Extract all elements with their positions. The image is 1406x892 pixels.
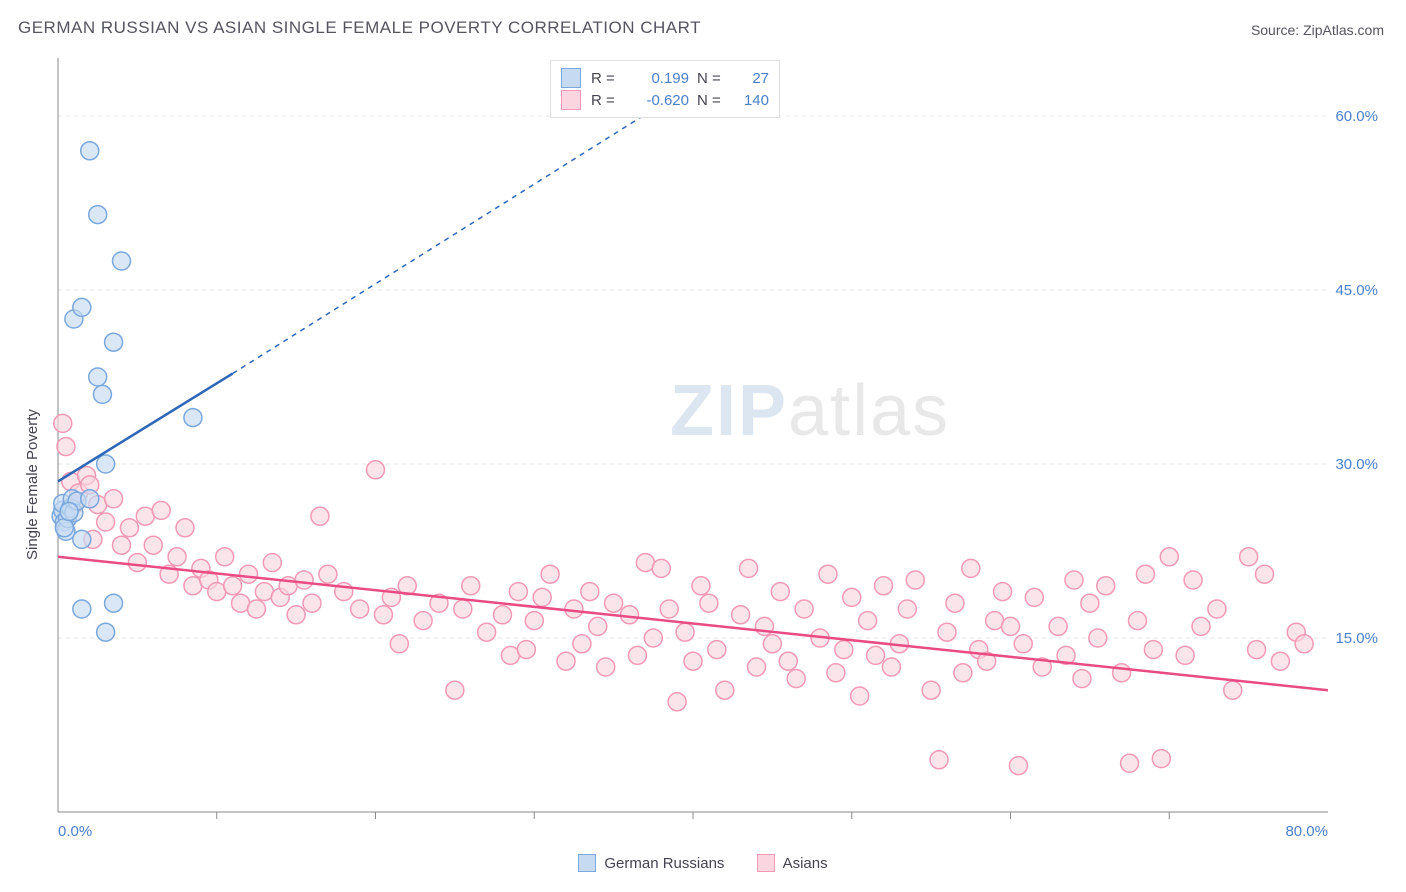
stat-r-value-series2: -0.620: [625, 92, 697, 109]
stat-r-value-series1: 0.199: [625, 70, 697, 87]
y-axis-label: Single Female Poverty: [24, 409, 41, 560]
svg-text:80.0%: 80.0%: [1285, 823, 1328, 840]
svg-text:0.0%: 0.0%: [58, 823, 92, 840]
stats-row-series1: R = 0.199 N = 27: [561, 67, 769, 89]
correlation-stats-box: R = 0.199 N = 27 R = -0.620 N = 140: [550, 60, 780, 118]
legend: German Russians Asians: [0, 854, 1406, 876]
stats-swatch-series2: [561, 90, 581, 110]
stat-n-label: N =: [697, 92, 731, 109]
chart-area: 15.0%30.0%45.0%60.0%0.0%80.0% ZIPatlas R…: [50, 50, 1388, 842]
legend-label-series2: Asians: [783, 855, 828, 872]
svg-text:45.0%: 45.0%: [1335, 282, 1378, 299]
source-link[interactable]: ZipAtlas.com: [1303, 22, 1384, 38]
stat-r-label: R =: [591, 70, 625, 87]
source-label: Source:: [1251, 22, 1299, 38]
stat-r-label: R =: [591, 92, 625, 109]
legend-item-series2: Asians: [757, 854, 828, 872]
source-attribution: Source: ZipAtlas.com: [1251, 22, 1384, 38]
stat-n-value-series2: 140: [731, 92, 769, 109]
stat-n-value-series1: 27: [731, 70, 769, 87]
legend-swatch-series2: [757, 854, 775, 872]
legend-label-series1: German Russians: [604, 855, 724, 872]
svg-text:15.0%: 15.0%: [1335, 630, 1378, 647]
stats-row-series2: R = -0.620 N = 140: [561, 89, 769, 111]
stat-n-label: N =: [697, 70, 731, 87]
svg-text:60.0%: 60.0%: [1335, 108, 1378, 125]
scatter-chart: 15.0% 30.0% 45.0% 60.0% 0.0% 80.0%: [50, 50, 1388, 842]
chart-title: GERMAN RUSSIAN VS ASIAN SINGLE FEMALE PO…: [18, 18, 701, 38]
legend-swatch-series1: [578, 854, 596, 872]
legend-item-series1: German Russians: [578, 854, 724, 872]
svg-text:30.0%: 30.0%: [1335, 456, 1378, 473]
stats-swatch-series1: [561, 68, 581, 88]
